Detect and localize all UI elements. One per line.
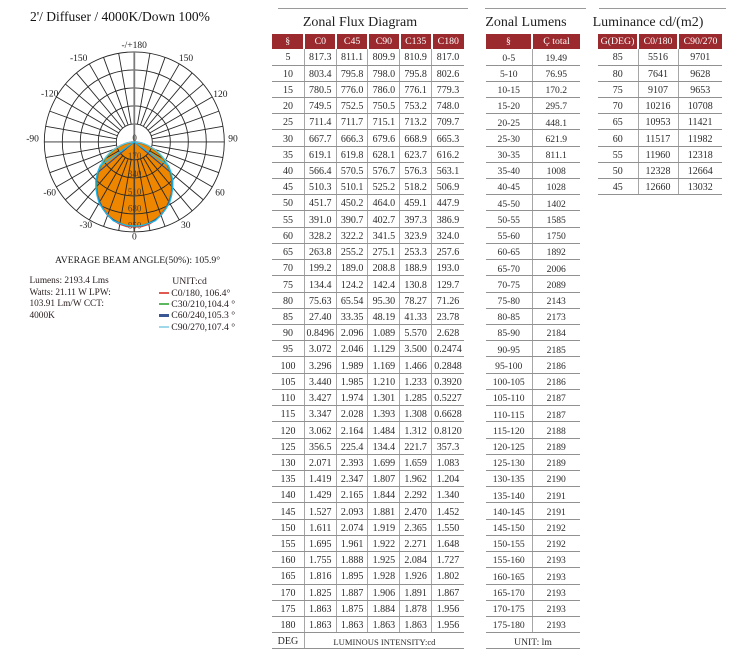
svg-text:0: 0 bbox=[132, 233, 137, 243]
svg-text:-60: -60 bbox=[43, 189, 56, 199]
svg-text:340: 340 bbox=[128, 169, 142, 179]
svg-text:-/+180: -/+180 bbox=[121, 41, 147, 51]
svg-text:30: 30 bbox=[181, 221, 191, 231]
svg-text:0: 0 bbox=[132, 133, 137, 143]
svg-text:150: 150 bbox=[179, 54, 194, 64]
svg-text:170: 170 bbox=[128, 151, 142, 161]
svg-text:60: 60 bbox=[215, 189, 225, 199]
svg-text:-120: -120 bbox=[41, 90, 59, 100]
svg-text:680: 680 bbox=[128, 204, 142, 214]
svg-text:120: 120 bbox=[213, 90, 228, 100]
svg-text:510: 510 bbox=[128, 187, 142, 197]
svg-text:-150: -150 bbox=[70, 54, 88, 64]
svg-text:-90: -90 bbox=[26, 135, 39, 145]
svg-text:-30: -30 bbox=[79, 221, 92, 231]
svg-text:90: 90 bbox=[228, 135, 238, 145]
